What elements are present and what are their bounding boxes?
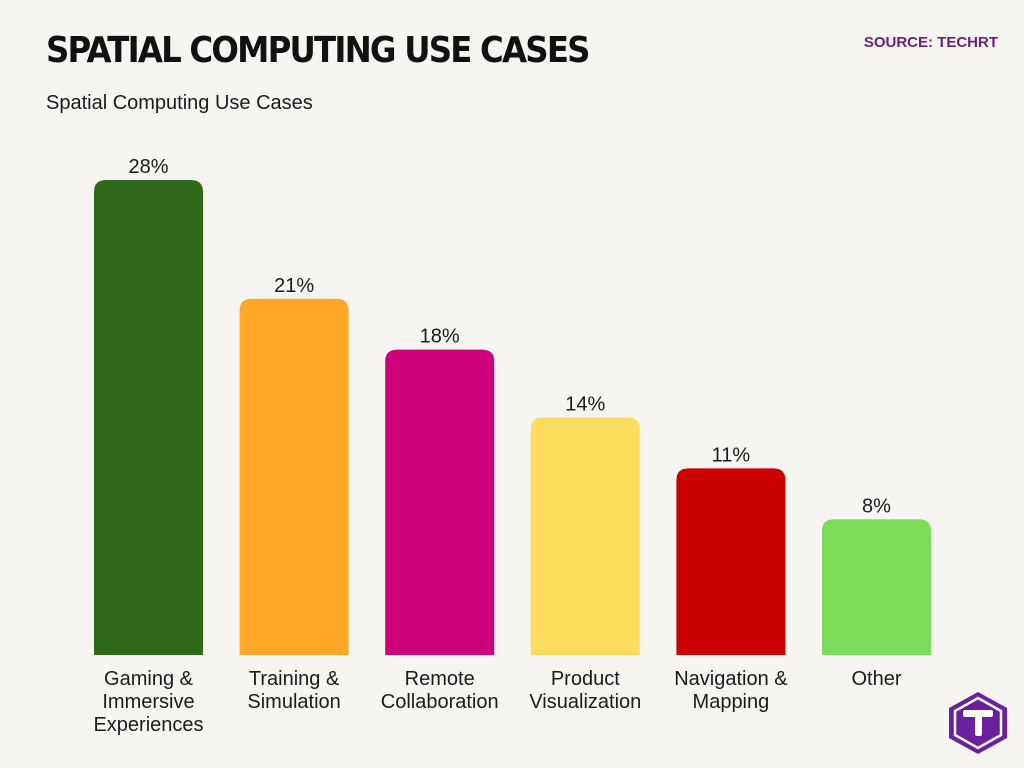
value-label-product-visualization: 14% bbox=[565, 394, 605, 416]
category-labels-group: Gaming & Immersive Experiences Training & Si… bbox=[93, 668, 901, 736]
category-label-product-visualization: Product Visualization bbox=[529, 668, 641, 713]
category-label-training-simulation: Training & Simulation bbox=[247, 668, 340, 713]
bar-gaming-immersive-experiences bbox=[94, 180, 203, 655]
category-label-navigation-mapping: Navigation & Mapping bbox=[674, 668, 788, 713]
value-label-other: 8% bbox=[862, 495, 891, 517]
bar-training-simulation bbox=[239, 298, 349, 655]
chart-subtitle: Spatial Computing Use Cases bbox=[46, 92, 313, 114]
category-label-remote-collaboration: Remote Collaboration bbox=[381, 668, 499, 713]
value-labels-group: 28% 21% 18% 14% 11% 8% bbox=[128, 156, 891, 517]
value-label-gaming-immersive-experiences: 28% bbox=[128, 156, 168, 178]
techrt-logo-icon bbox=[946, 690, 1010, 756]
bar-navigation-mapping bbox=[676, 468, 786, 655]
bar-other bbox=[822, 519, 931, 655]
bar-product-visualization bbox=[530, 417, 640, 655]
value-label-remote-collaboration: 18% bbox=[420, 326, 460, 348]
category-label-other: Other bbox=[851, 668, 901, 690]
category-label-gaming-immersive-experiences: Gaming & Immersive Experiences bbox=[93, 668, 203, 736]
value-label-training-simulation: 21% bbox=[274, 275, 314, 297]
value-label-navigation-mapping: 11% bbox=[712, 444, 751, 466]
bar-remote-collaboration bbox=[385, 349, 495, 655]
source-label: SOURCE: TECHRT bbox=[863, 34, 998, 51]
bars-group bbox=[94, 180, 931, 655]
chart-title: SPATIAL COMPUTING USE CASES bbox=[46, 30, 591, 71]
